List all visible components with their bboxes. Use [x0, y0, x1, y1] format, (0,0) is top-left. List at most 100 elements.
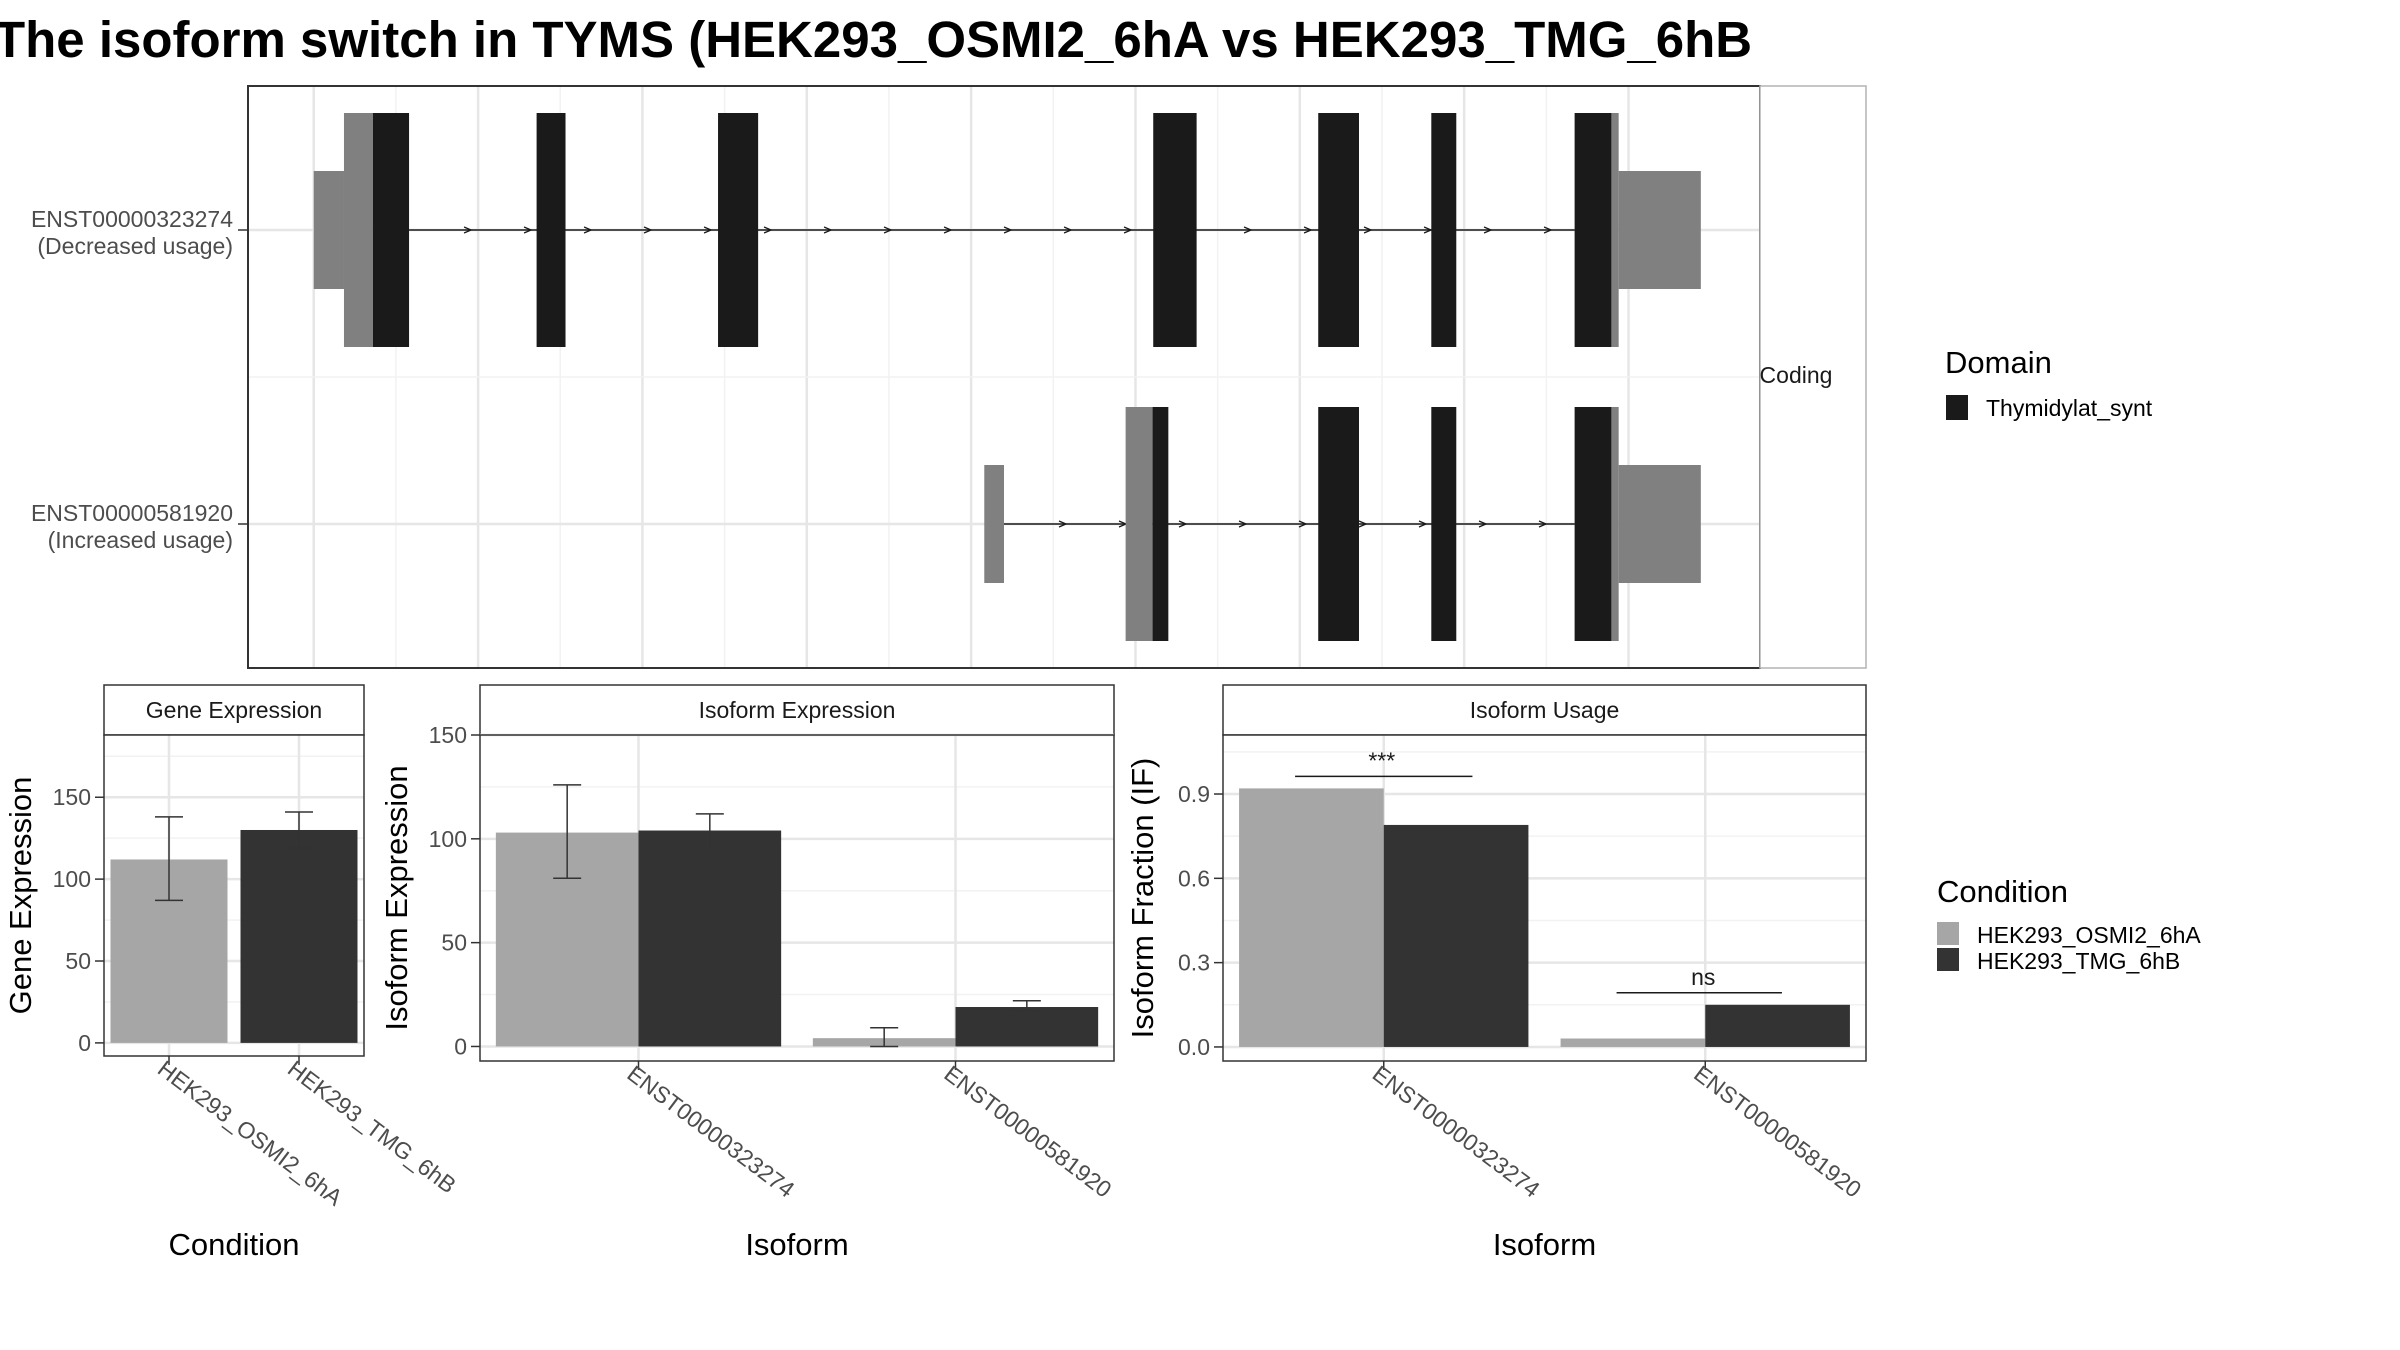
y-tick-label: 100 [53, 866, 91, 892]
error-bar [155, 816, 183, 902]
error-bar [285, 811, 313, 849]
intron-direction-arrow [1483, 226, 1493, 234]
coding-exon [1574, 407, 1612, 641]
intron-direction-arrow [943, 226, 953, 234]
intron-direction-arrow [1303, 226, 1313, 234]
y-tick-label: 50 [65, 948, 91, 974]
bar [1705, 1004, 1850, 1047]
coding-exon [1318, 113, 1359, 347]
x-tick-label: ENST00000323274 [622, 1060, 799, 1202]
chart-strip [1222, 684, 1867, 736]
intron-direction-arrow [1178, 520, 1188, 528]
x-axis-title: Isoform [1493, 1227, 1596, 1262]
figure-title: The isoform switch in TYMS (HEK293_OSMI2… [0, 11, 1752, 68]
intron-direction-arrow [823, 226, 833, 234]
condition-legend-swatch-b [1937, 948, 1959, 971]
bar [955, 1007, 1099, 1047]
intron-direction-arrow [763, 226, 773, 234]
bar [638, 830, 782, 1047]
intron-direction-arrow [1243, 226, 1253, 234]
y-tick-label: 150 [53, 784, 91, 810]
domain-legend-title: Domain [1945, 345, 2052, 380]
intron-direction-arrow [1423, 226, 1433, 234]
y-tick-label: 0.0 [1178, 1034, 1210, 1060]
error-bar [553, 784, 582, 880]
bar [1383, 824, 1529, 1047]
coding-exon [1153, 113, 1197, 347]
error-bar [1012, 1000, 1041, 1012]
condition-legend-label-b: HEK293_TMG_6hB [1977, 948, 2180, 974]
intron-direction-arrow [1003, 226, 1013, 234]
intron-direction-arrow [643, 226, 653, 234]
utr-exon [1611, 113, 1619, 347]
intron-direction-arrow [1123, 226, 1133, 234]
utr-exon [1125, 407, 1153, 641]
intron-direction-arrow [703, 226, 713, 234]
coding-exon [1431, 407, 1457, 641]
chart-panel-border [479, 734, 1115, 1062]
x-tick-label: ENST00000581920 [939, 1060, 1116, 1202]
significance-label: ns [1691, 964, 1715, 990]
chart-strip-title: Isoform Expression [699, 697, 896, 723]
chart-strip-title: Isoform Usage [1470, 697, 1620, 723]
intron-direction-arrow [1418, 520, 1428, 528]
x-axis-title: Isoform [745, 1227, 848, 1262]
intron-direction-arrow [1478, 520, 1488, 528]
y-tick-label: 0.9 [1178, 781, 1210, 807]
utr-exon [313, 171, 344, 289]
y-tick-label: 0 [454, 1033, 467, 1059]
isoform-usage-chart: Isoform Usage 0.0 0.3 0.6 0.9 *** ns ENST000003… [1125, 684, 1867, 1262]
significance-label: *** [1368, 747, 1395, 773]
transcript-structure-panel: ENST00000323274(Decreased usage) ENST0000… [31, 85, 1867, 669]
intron-direction-arrow [583, 226, 593, 234]
transcript-usage-label: (Increased usage) [48, 527, 233, 553]
chart-strip-title: Gene Expression [146, 697, 322, 723]
y-tick-label: 50 [441, 930, 467, 956]
condition-legend-swatch-a [1937, 922, 1959, 945]
coding-exon [718, 113, 759, 347]
y-tick-label: 100 [429, 826, 467, 852]
chart-panel-border [1222, 734, 1867, 1062]
utr-exon [1611, 407, 1619, 641]
y-axis-title: Isoform Fraction (IF) [1125, 758, 1160, 1039]
utr-exon [1618, 171, 1701, 289]
coding-exon [1152, 407, 1169, 641]
coding-exon [1574, 113, 1612, 347]
bar [240, 829, 358, 1043]
chart-panel-border [103, 734, 365, 1057]
intron-direction-arrow [523, 226, 533, 234]
intron-direction-arrow [1058, 520, 1068, 528]
coding-exon [1431, 113, 1457, 347]
error-bar [695, 813, 724, 850]
intron-direction-arrow [1238, 520, 1248, 528]
condition-legend-title: Condition [1937, 874, 2068, 909]
y-tick-label: 0.6 [1178, 865, 1210, 891]
domain-legend-swatch [1946, 395, 1968, 420]
bar [1560, 1038, 1706, 1047]
transcript-label: ENST00000581920 [31, 500, 233, 526]
intron-direction-arrow [1298, 520, 1308, 528]
intron-direction-arrow [1543, 226, 1553, 234]
coding-exon [536, 113, 566, 347]
y-tick-label: 150 [429, 722, 467, 748]
intron-direction-arrow [1363, 226, 1373, 234]
bar [1239, 788, 1384, 1047]
intron-direction-arrow [1358, 520, 1368, 528]
error-bar [870, 1027, 899, 1048]
transcript-label: ENST00000323274 [31, 206, 233, 232]
transcript-usage-label: (Decreased usage) [37, 233, 233, 259]
utr-exon [984, 465, 1004, 583]
intron-direction-arrow [883, 226, 893, 234]
strip-box [1759, 85, 1867, 669]
y-tick-label: 0.3 [1178, 950, 1210, 976]
x-tick-label: ENST00000581920 [1689, 1060, 1866, 1202]
utr-exon [1618, 465, 1701, 583]
domain-legend-label: Thymidylat_synt [1986, 395, 2153, 421]
x-axis-title: Condition [169, 1227, 300, 1262]
intron-direction-arrow [463, 226, 473, 234]
coding-exon [372, 113, 410, 347]
y-axis-title: Isoform Expression [379, 765, 414, 1030]
coding-exon [1318, 407, 1359, 641]
x-tick-label: ENST00000323274 [1368, 1060, 1545, 1202]
